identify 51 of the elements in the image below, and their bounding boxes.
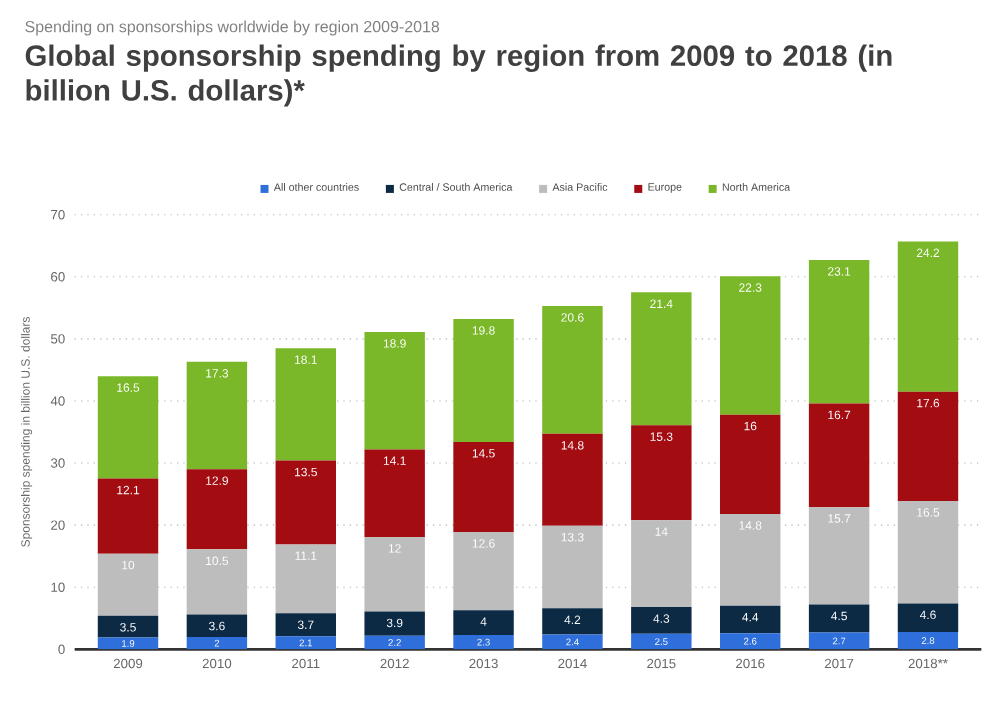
- bar: [720, 414, 781, 514]
- bar: [275, 544, 336, 614]
- bar: [542, 608, 603, 635]
- bar: [364, 332, 425, 450]
- bar: [364, 611, 425, 636]
- bar: [808, 260, 870, 404]
- bar: [453, 319, 514, 442]
- bar: [897, 500, 959, 604]
- bar: [631, 607, 692, 634]
- bar: [97, 615, 159, 638]
- bar: [542, 634, 603, 650]
- bar: [808, 604, 870, 633]
- bar: [186, 469, 248, 550]
- bar: [542, 433, 603, 526]
- bar: [897, 631, 959, 650]
- bar: [275, 613, 336, 637]
- bar: [97, 376, 159, 479]
- bar: [808, 403, 870, 508]
- bar: [631, 425, 692, 521]
- bar: [631, 292, 692, 426]
- bar: [275, 636, 336, 650]
- bar: [720, 605, 781, 634]
- bar: [453, 441, 514, 532]
- bar: [186, 636, 248, 650]
- bar: [275, 348, 336, 461]
- bar: [808, 632, 870, 650]
- bar: [364, 536, 425, 612]
- bar: [808, 507, 870, 605]
- bar: [453, 531, 514, 611]
- bar: [186, 614, 248, 637]
- bar: [542, 525, 603, 609]
- bar: [453, 635, 514, 650]
- bar: [453, 610, 514, 636]
- bar: [631, 520, 692, 608]
- bar: [542, 305, 603, 434]
- chart-title: Global sponsorship spending by region from 2009 to 2018 (in billion U.S. dollars)*: [25, 44, 892, 107]
- bar: [720, 633, 781, 650]
- bar: [275, 460, 336, 545]
- bar: [364, 635, 425, 650]
- chart-subtitle: Spending on sponsorships worldwide by region 2009-2018: [25, 20, 440, 36]
- bar: [364, 449, 425, 537]
- bar: [97, 478, 159, 554]
- bar: [631, 633, 692, 650]
- bar: [720, 513, 781, 606]
- bar: [97, 553, 159, 616]
- bar: [897, 241, 959, 392]
- bar: [186, 361, 248, 470]
- bar: [897, 391, 959, 501]
- bar: [720, 276, 781, 415]
- bar: [897, 603, 959, 632]
- bar: [186, 549, 248, 615]
